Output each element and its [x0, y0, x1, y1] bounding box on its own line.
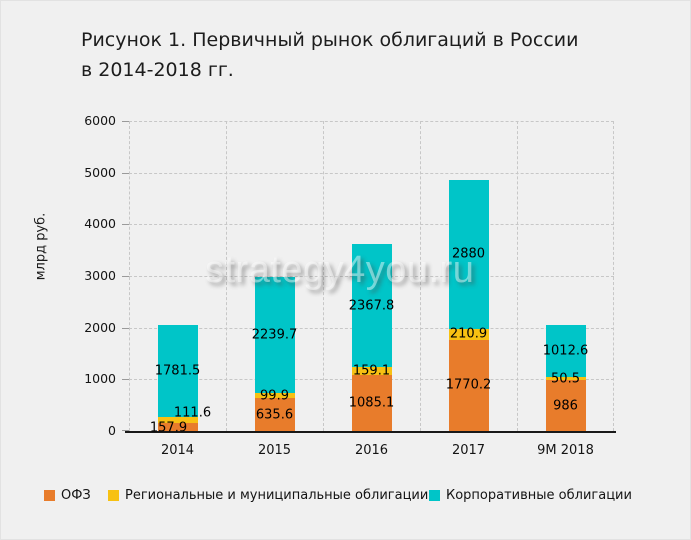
y-tick-label: 1000 — [84, 371, 116, 387]
gridline-vertical — [420, 121, 421, 431]
x-tick-label: 2014 — [160, 443, 195, 458]
y-tick-label: 3000 — [84, 268, 116, 283]
value-label: 1085.1 — [348, 395, 395, 411]
x-tick-label: 2017 — [451, 443, 486, 458]
value-label: 1781.5 — [154, 363, 201, 379]
y-tick-label: 6000 — [84, 113, 116, 128]
value-label: 1770.2 — [445, 377, 492, 393]
y-tick-mark — [122, 430, 129, 431]
y-tick-label: 5000 — [84, 164, 116, 180]
bar-segment-2014-s1 — [157, 417, 198, 423]
bar-segment-2016-s2 — [351, 244, 392, 367]
y-tick-mark — [122, 379, 129, 381]
gridline-vertical — [129, 121, 130, 431]
bar-segment-2016-s1 — [351, 366, 392, 375]
y-tick-mark — [122, 121, 129, 122]
bar-segment-2017-s0 — [448, 339, 489, 431]
legend-label: ОФЗ — [61, 487, 91, 503]
x-axis: 2014 2015 2016 2017 9М 2018 — [129, 441, 614, 461]
plot-area: 157.9 111.6 1781.5 635.6 99.9 2239.7 1085.1 159… — [122, 121, 616, 435]
legend-label: Корпоративные облигации — [446, 487, 632, 503]
legend-item: ОФЗ — [44, 487, 91, 503]
legend-marker-icon — [429, 489, 440, 501]
gridline-vertical — [226, 121, 227, 431]
value-label: 986 — [553, 398, 578, 414]
bar-segment-2015-s2 — [254, 277, 295, 393]
legend: ОФЗ Региональные и муниципальные облигаци… — [1, 484, 690, 504]
bar-segment-9М-2018-s1 — [545, 377, 586, 381]
gridline-horizontal — [129, 224, 614, 226]
value-label: 1012.6 — [542, 343, 589, 359]
value-label: 50.5 — [551, 371, 580, 387]
value-label: 111.6 — [173, 405, 212, 421]
bar-segment-2014-s0 — [157, 422, 198, 431]
y-tick-label: 0 — [108, 423, 116, 438]
figure-title-line2: в 2014-2018 гг. — [81, 59, 234, 81]
gridline-horizontal — [129, 172, 614, 174]
bar-segment-2017-s2 — [448, 179, 489, 329]
legend-marker-icon — [44, 489, 55, 501]
gridline-vertical — [323, 121, 324, 431]
gridline-vertical — [517, 121, 518, 431]
bar-segment-9М-2018-s2 — [545, 325, 586, 378]
bar-segment-2017-s1 — [448, 328, 489, 340]
bar-segment-9М-2018-s0 — [545, 380, 586, 431]
value-label: 2239.7 — [251, 327, 298, 343]
y-tick-mark — [122, 172, 129, 174]
figure-title: Рисунок 1. Первичный рынок облигаций в Р… — [81, 25, 579, 85]
value-label: 157.9 — [149, 420, 188, 436]
bar-segment-2016-s0 — [351, 374, 392, 431]
y-axis: 0 1000 2000 3000 4000 5000 6000 — [1, 113, 121, 438]
y-tick-mark — [122, 224, 129, 226]
value-label: 2367.8 — [348, 298, 395, 314]
bar-segment-2015-s0 — [254, 398, 295, 431]
value-label: 99.9 — [260, 388, 289, 404]
gridline-vertical — [613, 121, 614, 431]
gridline-horizontal — [129, 121, 614, 122]
legend-item: Корпоративные облигации — [429, 487, 632, 503]
y-tick-label: 2000 — [84, 319, 116, 335]
x-tick-label: 2016 — [354, 443, 389, 458]
y-tick-mark — [122, 276, 129, 277]
x-tick-label: 9М 2018 — [537, 443, 594, 458]
bar-segment-2014-s2 — [157, 325, 198, 418]
value-label: 159.1 — [352, 363, 391, 379]
bar-segment-2015-s1 — [254, 393, 295, 399]
y-tick-mark — [122, 327, 129, 329]
x-axis-line — [125, 431, 616, 433]
value-label: 2880 — [451, 246, 486, 262]
legend-label: Региональные и муниципальные облигации — [125, 487, 429, 503]
legend-marker-icon — [108, 489, 119, 501]
y-tick-label: 4000 — [84, 216, 116, 232]
value-label: 210.9 — [449, 326, 488, 342]
value-label: 635.6 — [255, 407, 294, 423]
legend-item: Региональные и муниципальные облигации — [108, 487, 428, 503]
x-tick-label: 2015 — [257, 443, 292, 458]
figure-title-line1: Рисунок 1. Первичный рынок облигаций в Р… — [81, 29, 579, 51]
